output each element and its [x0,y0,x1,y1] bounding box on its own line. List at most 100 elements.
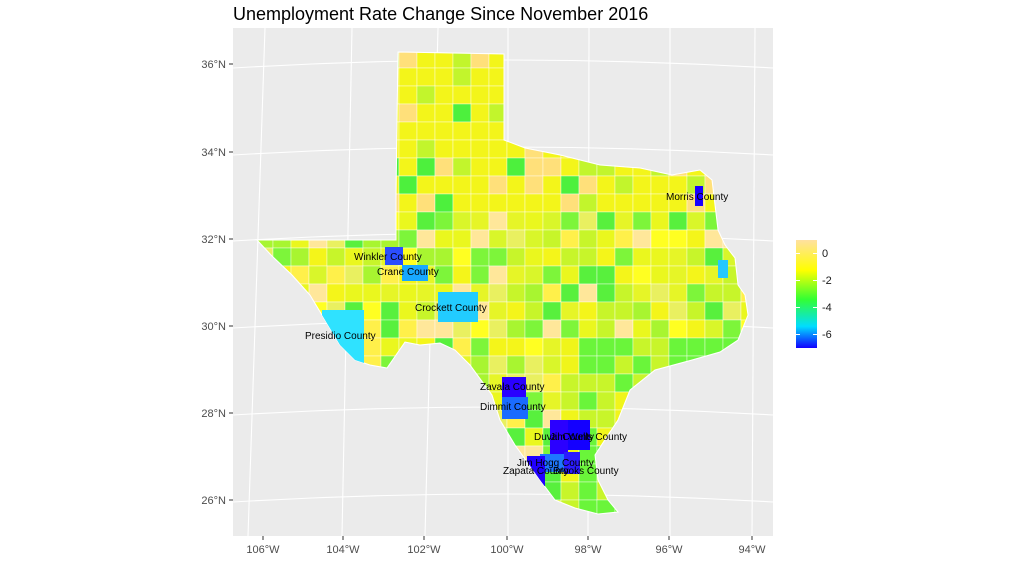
county-cell [506,247,526,267]
county-cell [506,211,526,231]
county-cell [542,265,562,285]
county-cell [506,229,526,249]
county-cell [578,283,598,303]
county-cell [398,319,418,339]
county-cell [668,301,688,321]
county-cell [596,175,616,195]
county-cell [524,319,544,339]
county-cell [560,175,580,195]
legend-tick-minus4: -4 [822,302,832,314]
county-cell [614,265,634,285]
county-cell [416,157,436,177]
y-tick-32: 32°N [201,234,226,246]
county-cell [308,265,328,285]
county-cell [632,301,652,321]
county-cell [524,337,544,357]
legend-tick-minus6: -6 [822,329,832,341]
county-jim-hogg [540,454,564,472]
x-tick-102: 102°W [407,544,441,556]
legend-tick-minus2: -2 [822,275,832,287]
county-duval [550,420,568,454]
county-cell [380,319,400,339]
county-cell [326,283,346,303]
county-cell [452,229,472,249]
county-orange [718,260,728,278]
county-cell [488,247,508,267]
county-cell [722,283,742,303]
county-cell [524,175,544,195]
county-cell [560,355,580,375]
county-cell [434,103,454,123]
county-cell [578,319,598,339]
county-cell [578,337,598,357]
label-jim-hogg-county: Jim Hogg County [517,458,594,469]
county-cell [650,229,670,249]
county-cell [668,337,688,357]
county-cell [488,355,508,375]
county-cell [686,337,706,357]
county-cell [722,301,742,321]
label-brooks-county: Brooks County [553,466,619,477]
county-cell [560,157,580,177]
county-cell [560,193,580,213]
county-cell [506,175,526,195]
county-cell [380,283,400,303]
county-cell [470,337,490,357]
county-cell [560,373,580,393]
county-cell [704,319,724,339]
color-legend: 0 -2 -4 -6 [796,240,832,348]
county-cell [704,283,724,303]
label-crane-county: Crane County [377,267,439,278]
label-crockett-county: Crockett County [415,303,487,314]
county-cell [632,211,652,231]
county-cell [542,319,562,339]
county-cell [596,265,616,285]
county-cell [524,247,544,267]
county-cell [632,319,652,339]
county-cell [524,283,544,303]
county-cell [650,283,670,303]
county-jim-wells [568,420,590,450]
y-axis: 36°N 34°N 32°N 30°N 28°N 26°N [201,59,233,507]
county-cell [488,157,508,177]
y-tick-30: 30°N [201,321,226,333]
county-cell [596,391,616,411]
county-cell [506,283,526,303]
county-cell [578,229,598,249]
county-cell [488,139,508,159]
label-zavala-county: Zavala County [480,382,544,393]
county-cell [416,229,436,249]
county-cell [416,193,436,213]
county-cell [524,355,544,375]
county-crockett [438,292,478,322]
county-cell [686,229,706,249]
county-cell [632,283,652,303]
county-cell [578,211,598,231]
county-cell [398,157,418,177]
county-cell [560,337,580,357]
county-cell [596,283,616,303]
county-cell [470,193,490,213]
county-cell [398,67,418,87]
county-cell [506,193,526,213]
county-cell [542,337,562,357]
county-cell [542,283,562,303]
county-cell [290,247,310,267]
county-cell [560,247,580,267]
county-cell [560,283,580,303]
county-cell [596,409,616,429]
x-tick-106: 106°W [246,544,280,556]
county-cell [614,301,634,321]
county-cell [668,211,688,231]
county-cell [398,283,418,303]
county-cell [416,85,436,105]
county-cell [416,319,436,339]
county-cell [434,211,454,231]
county-cell [398,139,418,159]
county-cell [380,337,400,357]
county-cell [506,157,526,177]
county-cell [560,391,580,411]
county-cell [416,211,436,231]
county-cell [506,301,526,321]
county-cell [542,391,562,411]
